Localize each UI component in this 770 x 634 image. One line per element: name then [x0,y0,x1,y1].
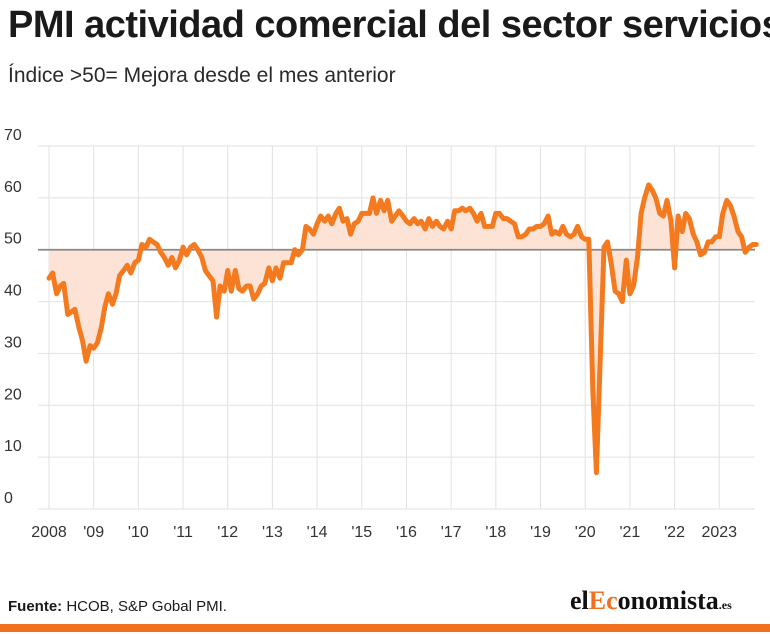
x-axis-ticks: 2008 '09 '10 '11 '12 '13 '14 '15 '16 '17 '18 '19 '20… [31,524,737,540]
source-text: HCOB, S&P Gobal PMI. [62,598,227,615]
series-line-pmi [46,182,759,476]
y-tick-label-40: 40 [4,283,22,300]
chart-title: PMI actividad comercial del sector servi… [8,4,770,46]
x-tick-label-2021: '21 [619,524,640,540]
y-tick-label-20: 20 [4,386,22,403]
x-tick-label-2020: '20 [575,524,596,540]
grid-lines [38,145,755,510]
chart-subtitle: Índice >50= Mejora desde el mes anterior [8,64,396,87]
x-tick-label-2012: '12 [217,524,238,540]
eleconomista-logo: elEconomista.es [570,586,732,616]
bottom-accent-bar [0,624,770,632]
y-tick-label-70: 70 [4,127,22,144]
logo-accent: Ec [588,586,618,615]
x-tick-label-2010: '10 [128,524,149,540]
x-tick-label-2015: '15 [351,524,372,540]
y-tick-label-0: 0 [4,490,13,507]
x-tick-label-2019: '19 [530,524,551,540]
logo-prefix: el [570,586,589,615]
x-tick-label-2009: '09 [83,524,104,540]
area-below-50 [49,249,748,473]
y-tick-label-60: 60 [4,179,22,196]
source-label: Fuente: [8,598,63,615]
x-tick-label-2016: '16 [396,524,417,540]
y-tick-label-50: 50 [4,231,22,248]
x-tick-label-2011: '11 [173,524,193,540]
x-tick-label-2013: '13 [262,524,283,540]
source-note: Fuente: HCOB, S&P Gobal PMI. [8,598,227,615]
y-axis-ticks: 0 10 20 30 40 50 60 70 [4,127,22,507]
x-tick-label-2022: '22 [664,524,685,540]
x-tick-label-2018: '18 [485,524,506,540]
logo-rest: onomista [617,586,719,615]
x-tick-label-2017: '17 [441,524,462,540]
pmi-line-chart: 0 10 20 30 40 50 60 70 2008 '09 '10 '11 '12 '13 '14 '1… [4,127,759,540]
x-tick-label-2023: 2023 [701,524,737,540]
x-tick-label-2014: '14 [307,524,328,540]
x-tick-label-2008: 2008 [31,524,67,540]
area-above-50 [49,184,755,250]
y-tick-label-30: 30 [4,334,22,351]
logo-tld: .es [718,598,732,612]
y-tick-label-10: 10 [4,438,22,455]
